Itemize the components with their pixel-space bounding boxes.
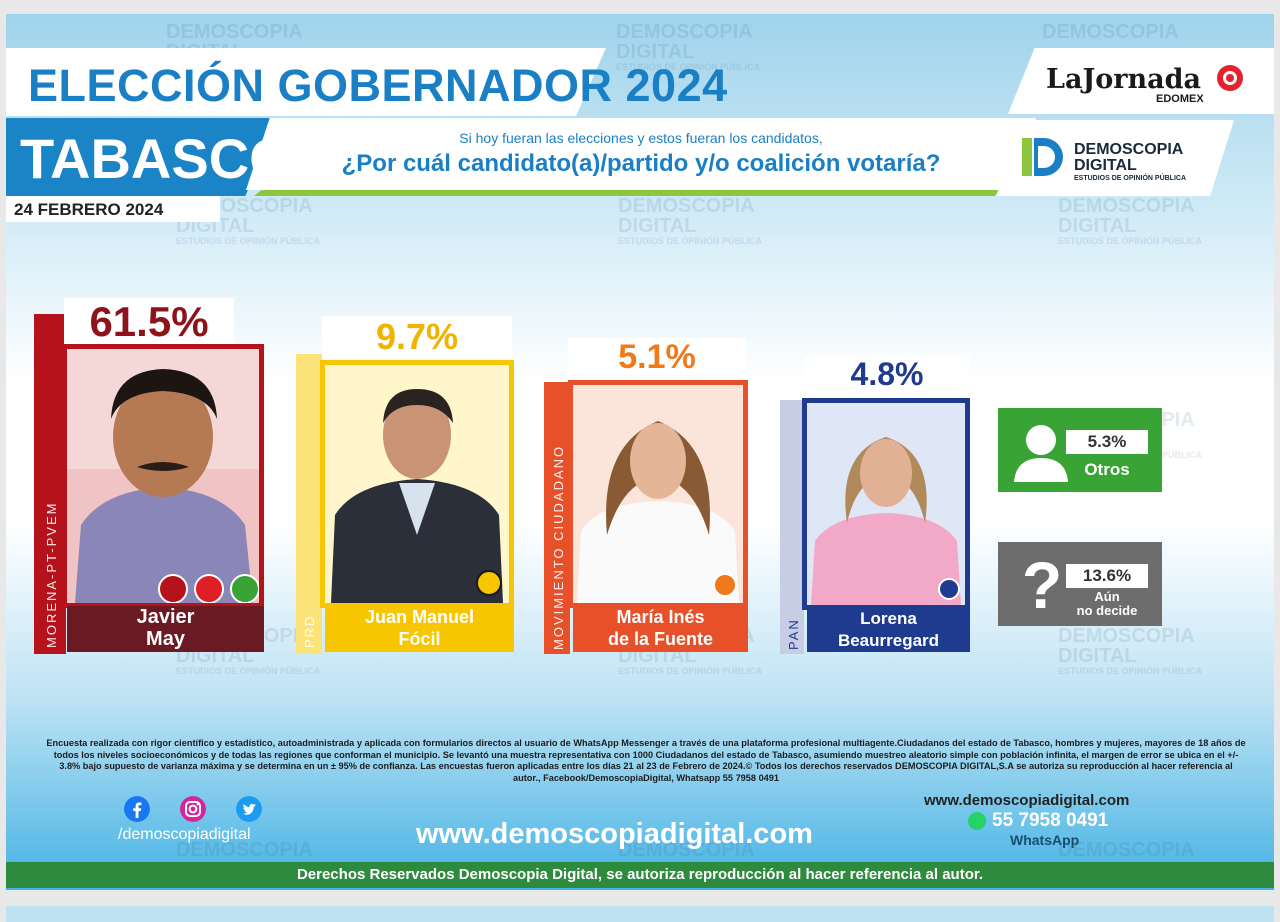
party-strip-prd — [296, 354, 322, 654]
candidate-photo-javier-may — [62, 344, 264, 608]
question-underline — [254, 190, 1002, 196]
watermark: DEMOSCOPIA — [176, 839, 313, 861]
svg-text:DIGITAL: DIGITAL — [1074, 157, 1137, 174]
data-label-javier-may: 61.5% — [64, 298, 234, 345]
rights-text: Derechos Reservados Demoscopia Digital, … — [296, 866, 984, 883]
date-box — [6, 196, 220, 222]
question-band — [246, 118, 1036, 190]
person-icon — [1014, 425, 1068, 482]
party-strip-mc — [544, 382, 570, 654]
svg-text:LaJornada: LaJornada — [1046, 64, 1201, 95]
question-main: ¿Por cuál candidato(a)/partido y/o coali… — [341, 150, 941, 177]
undecided-label: Aún no decide — [1076, 589, 1138, 618]
svg-text:ESTUDIOS DE OPINIÓN PÚBLICA: ESTUDIOS DE OPINIÓN PÚBLICA — [1074, 173, 1186, 182]
state-band — [6, 118, 278, 196]
candidate-photo-lorena-beaurregard — [802, 398, 970, 610]
others-label: Otros — [1084, 460, 1130, 479]
demoscopia-logo: DEMOSCOPIA DIGITAL ESTUDIOS DE OPINIÓN P… — [1022, 138, 1186, 182]
state-name: TABASCO — [20, 127, 293, 190]
party-label: MOVIMIENTO CIUDADANO — [551, 444, 566, 650]
title-band — [6, 48, 606, 116]
candidate-photo-maria-ines-de-la-fuente — [568, 380, 748, 608]
instagram-icon[interactable] — [180, 796, 206, 822]
rights-bar — [6, 862, 1274, 888]
data-label-juan-manuel-focil: 9.7% — [322, 316, 512, 358]
candidate-name-juan-manuel-focil: Juan Manuel Fócil — [325, 606, 514, 652]
watermark: DEMOSCOPIA — [1058, 839, 1195, 861]
svg-text:?: ? — [1022, 550, 1062, 620]
party-strip-pan — [780, 400, 804, 654]
question-mark-icon: ? — [1022, 550, 1062, 620]
candidate-name-lorena-beaurregard: Lorena Beaurregard — [807, 608, 970, 652]
data-label-lorena-beaurregard: 4.8% — [804, 356, 970, 398]
twitter-icon[interactable] — [236, 796, 262, 822]
website-link[interactable]: www.demoscopiadigital.com — [416, 818, 813, 850]
la-jornada-logo: LaJornada EDOMEX — [1046, 64, 1243, 104]
watermark: DEMOSCOPIA — [618, 839, 755, 861]
party-strip-morena — [34, 314, 66, 654]
svg-text:DEMOSCOPIA: DEMOSCOPIA — [1074, 141, 1184, 158]
data-label-undecided: 13.6% — [1066, 564, 1148, 588]
poll-date: 24 FEBRERO 2024 — [14, 200, 164, 219]
party-label: MORENA-PT-PVEM — [44, 501, 59, 648]
whatsapp-label: WhatsApp — [1010, 832, 1080, 848]
party-label: PRD — [302, 614, 317, 648]
whatsapp-phone[interactable]: 55 7958 0491 — [992, 810, 1109, 831]
next-poster-edge — [6, 906, 1274, 922]
data-label-otros: 5.3% — [1066, 430, 1148, 454]
website-link-secondary[interactable]: www.demoscopiadigital.com — [924, 792, 1130, 809]
candidate-name-javier-may: Javier May — [67, 606, 264, 652]
facebook-icon[interactable] — [124, 796, 150, 822]
methodology-disclaimer: Encuesta realizada con rigor científico … — [46, 738, 1246, 783]
data-label-maria-ines-de-la-fuente: 5.1% — [568, 338, 746, 380]
candidate-name-maria-ines-de-la-fuente: María Inés de la Fuente — [573, 606, 748, 652]
social-handle: /demoscopiadigital — [118, 826, 251, 843]
question-intro: Si hoy fueran las elecciones y estos fue… — [459, 130, 823, 146]
svg-text:EDOMEX: EDOMEX — [1156, 93, 1204, 104]
poster-title: ELECCIÓN GOBERNADOR 2024 — [28, 60, 728, 111]
watermark: DEMOSCOPIA — [1042, 21, 1179, 43]
party-label: PAN — [786, 618, 801, 650]
whatsapp-icon — [968, 812, 986, 830]
candidate-photo-juan-manuel-focil — [320, 360, 514, 608]
